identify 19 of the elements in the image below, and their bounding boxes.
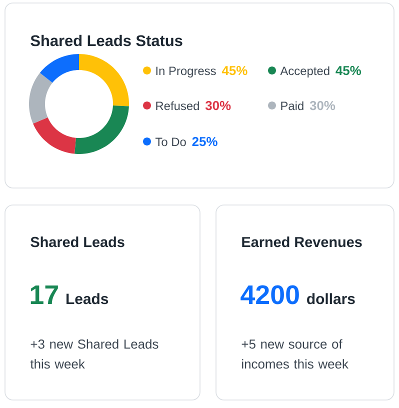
text: 4200 <box>240 285 299 304</box>
legend-label: In Progress <box>156 66 216 78</box>
data-label: 45% <box>222 66 248 76</box>
text: +5 new source of incomes this week <box>242 339 348 369</box>
data-label: 30% <box>205 100 231 110</box>
text: +3 new Shared Leads this week <box>30 339 158 369</box>
text: Shared Leads <box>30 236 124 248</box>
legend-label: Paid <box>281 101 304 110</box>
legend-label: Refused <box>156 101 199 110</box>
text: Earned Revenues <box>242 236 362 248</box>
data-label: 25% <box>192 136 218 146</box>
text: Leads <box>66 293 108 304</box>
chart-title: Shared Leads Status <box>30 34 182 46</box>
data-label: 45% <box>336 66 362 76</box>
legend-label: To Do <box>155 138 186 146</box>
text: 17 <box>30 285 58 304</box>
legend-label: Accepted <box>280 66 330 78</box>
text: dollars <box>307 293 355 304</box>
data-label: 30% <box>310 100 336 110</box>
